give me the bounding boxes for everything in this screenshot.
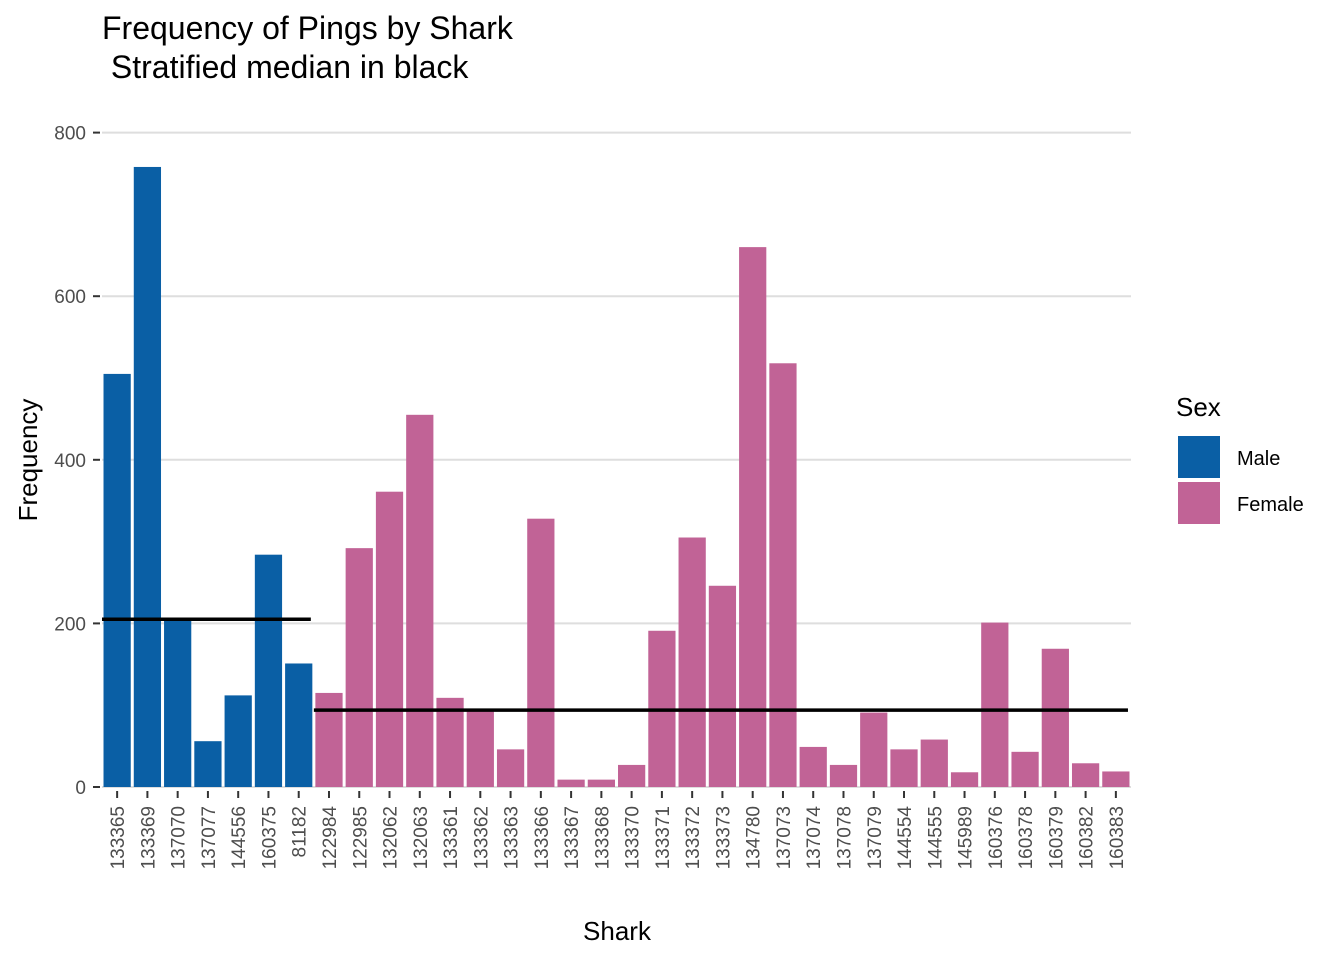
y-tick-label: 800 bbox=[54, 124, 86, 145]
x-tick-label: 133365 bbox=[108, 806, 129, 869]
x-tick-label: 133367 bbox=[562, 806, 583, 869]
bar bbox=[799, 746, 827, 787]
x-tick-label: 133371 bbox=[653, 806, 674, 869]
x-tick-label: 137079 bbox=[865, 806, 886, 869]
x-tick-label: 133372 bbox=[683, 806, 704, 869]
bar bbox=[950, 772, 979, 787]
bar bbox=[920, 739, 948, 787]
x-axis-title: Shark bbox=[583, 916, 652, 946]
bar bbox=[1071, 763, 1100, 787]
y-tick-label: 0 bbox=[75, 778, 86, 799]
bar bbox=[739, 247, 767, 787]
chart-title: Frequency of Pings by Shark bbox=[102, 10, 514, 46]
bar bbox=[557, 779, 585, 787]
x-tick-label: 160376 bbox=[986, 806, 1007, 869]
bar bbox=[194, 741, 222, 787]
bar bbox=[285, 663, 313, 787]
x-tick-label: 144554 bbox=[895, 806, 916, 870]
bar bbox=[618, 764, 646, 787]
bar bbox=[133, 166, 162, 787]
x-tick-label: 160382 bbox=[1077, 806, 1098, 869]
legend-swatch-male bbox=[1178, 436, 1220, 478]
bar bbox=[981, 622, 1009, 787]
y-tick-label: 200 bbox=[54, 614, 86, 635]
x-tick-label: 160383 bbox=[1107, 806, 1128, 869]
x-tick-label: 133361 bbox=[441, 806, 462, 869]
x-tick-label: 81182 bbox=[290, 806, 311, 857]
x-tick-label: 133373 bbox=[713, 806, 734, 869]
bar bbox=[708, 585, 737, 787]
x-tick-label: 122984 bbox=[320, 806, 341, 870]
y-axis-title: Frequency bbox=[13, 399, 43, 522]
bar bbox=[224, 695, 252, 787]
x-tick-label: 133366 bbox=[532, 806, 553, 869]
x-tick-label: 137073 bbox=[774, 806, 795, 869]
x-tick-label: 133363 bbox=[502, 806, 523, 869]
bar bbox=[890, 749, 918, 787]
x-tick-label: 144556 bbox=[229, 806, 250, 869]
legend-title: Sex bbox=[1176, 392, 1221, 422]
x-tick-label: 160375 bbox=[259, 806, 280, 869]
bar bbox=[829, 764, 858, 787]
x-tick-label: 160378 bbox=[1016, 806, 1037, 869]
chart-subtitle: Stratified median in black bbox=[102, 49, 469, 85]
y-axis: 0 200 400 600 800 bbox=[54, 124, 100, 799]
bar bbox=[406, 414, 434, 787]
x-tick-label: 132062 bbox=[381, 806, 402, 869]
bar bbox=[103, 373, 131, 787]
bar bbox=[254, 554, 283, 787]
legend-label-male: Male bbox=[1237, 448, 1280, 470]
bar bbox=[1041, 648, 1069, 787]
bar bbox=[678, 537, 706, 787]
bar bbox=[436, 697, 464, 787]
x-tick-label: 133368 bbox=[592, 806, 613, 869]
legend-label-female: Female bbox=[1237, 494, 1304, 516]
bar bbox=[1011, 751, 1039, 787]
x-tick-label: 132063 bbox=[411, 806, 432, 869]
x-tick-label: 137078 bbox=[834, 806, 855, 869]
bar bbox=[345, 548, 373, 787]
x-tick-label: 133362 bbox=[471, 806, 492, 869]
bar bbox=[496, 749, 525, 787]
legend-swatch-female bbox=[1178, 482, 1220, 524]
legend: Sex Male Female bbox=[1176, 392, 1304, 524]
bar bbox=[1102, 771, 1130, 787]
x-tick-label: 137070 bbox=[169, 806, 190, 869]
y-tick-label: 600 bbox=[54, 287, 86, 308]
bar bbox=[769, 363, 797, 787]
x-tick-label: 134780 bbox=[744, 806, 765, 869]
bar bbox=[164, 619, 192, 787]
x-tick-label: 137077 bbox=[199, 806, 220, 869]
bar bbox=[466, 710, 494, 787]
x-tick-label: 145989 bbox=[956, 806, 977, 869]
x-tick-label: 144555 bbox=[925, 806, 946, 869]
x-tick-label: 160379 bbox=[1046, 806, 1067, 869]
x-tick-label: 137074 bbox=[804, 806, 825, 870]
bar bbox=[860, 712, 888, 787]
bar bbox=[527, 518, 555, 787]
y-tick-label: 400 bbox=[54, 451, 86, 472]
bar bbox=[315, 692, 343, 787]
bar bbox=[587, 779, 615, 787]
bar bbox=[375, 491, 404, 787]
x-tick-label: 122985 bbox=[350, 806, 371, 869]
x-tick-label: 133369 bbox=[138, 806, 159, 869]
bars bbox=[103, 166, 1130, 787]
median-lines bbox=[102, 617, 1128, 712]
x-tick-label: 133370 bbox=[623, 806, 644, 869]
x-axis: 133365 133369 137070 137077 144556 160375 8118… bbox=[108, 791, 1128, 869]
